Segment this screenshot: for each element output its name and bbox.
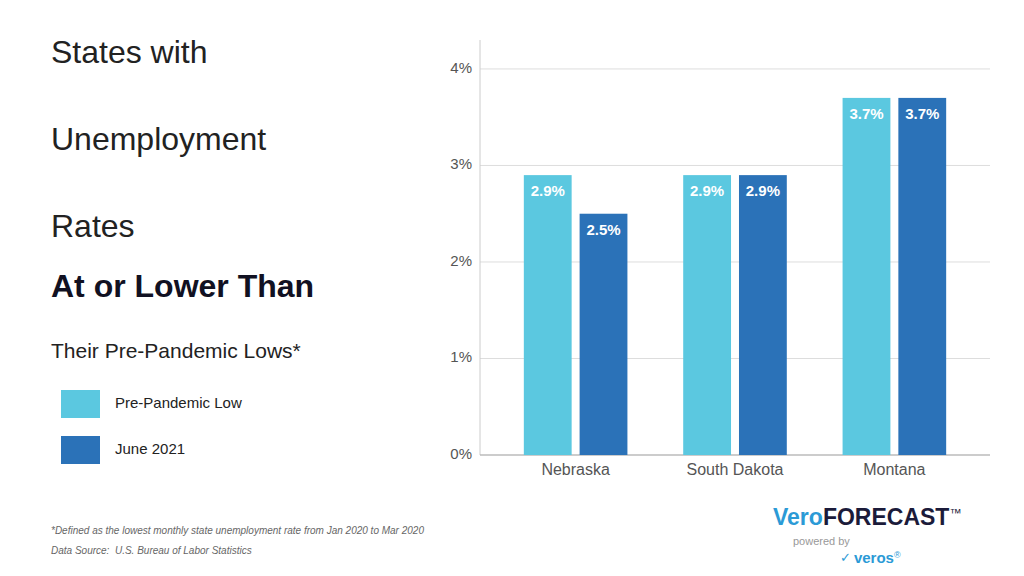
bar xyxy=(683,175,731,455)
grid-line xyxy=(480,68,990,69)
grid xyxy=(480,69,990,455)
logo: VeroFORECAST™ xyxy=(773,504,961,530)
x-tick-label: South Dakota xyxy=(687,461,784,478)
y-tick-label: 1% xyxy=(450,348,472,365)
background xyxy=(0,0,1024,576)
legend-label: June 2021 xyxy=(115,440,185,457)
logo-part: ™ xyxy=(949,506,961,520)
logo-part: FORECAST xyxy=(823,504,950,530)
data-labels: 2.9% 2.9% 3.7% 2.5% 2.9% 3.7% xyxy=(531,105,940,238)
chart: 0% 1% 2% 3% 4% Nebraska South Dakota Montana 2.9… xyxy=(0,0,1024,576)
bar xyxy=(580,214,628,455)
subtitle: At or Lower Than xyxy=(51,268,314,304)
logo-veros-part: ✓ xyxy=(840,550,851,565)
bar xyxy=(898,98,946,455)
logo-veros: ✓veros® xyxy=(840,549,901,566)
y-tick-label: 4% xyxy=(450,59,472,76)
bar xyxy=(524,175,572,455)
title: Unemployment xyxy=(51,121,266,157)
legend: Pre-Pandemic Low June 2021 xyxy=(61,390,242,464)
y-tick-label: 3% xyxy=(450,155,472,172)
data-label: 2.5% xyxy=(586,221,620,238)
logo-veros-part: ® xyxy=(894,550,901,560)
y-tick-label: 0% xyxy=(450,445,472,462)
footnote: *Defined as the lowest monthly state une… xyxy=(51,525,424,536)
legend-swatch xyxy=(61,390,100,418)
y-axis-line xyxy=(480,40,481,455)
y-tick-label: 2% xyxy=(450,252,472,269)
data-label: 3.7% xyxy=(849,105,883,122)
bar xyxy=(843,98,891,455)
title: States with xyxy=(51,34,208,70)
x-tick-label: Nebraska xyxy=(541,461,610,478)
logo-powered-by: powered by xyxy=(793,535,850,547)
logo-part: Vero xyxy=(773,504,823,530)
logo-veros-part: veros xyxy=(854,549,894,566)
data-label: 2.9% xyxy=(746,182,780,199)
footnote: Data Source: U.S. Bureau of Labor Statis… xyxy=(51,545,252,556)
bar xyxy=(739,175,787,455)
subtitle: Their Pre-Pandemic Lows* xyxy=(51,339,301,362)
legend-label: Pre-Pandemic Low xyxy=(115,394,242,411)
data-label: 2.9% xyxy=(690,182,724,199)
x-tick-label: Montana xyxy=(863,461,925,478)
data-label: 2.9% xyxy=(531,182,565,199)
data-label: 3.7% xyxy=(905,105,939,122)
title: Rates xyxy=(51,208,135,244)
legend-swatch xyxy=(61,436,100,464)
bars xyxy=(524,98,946,455)
